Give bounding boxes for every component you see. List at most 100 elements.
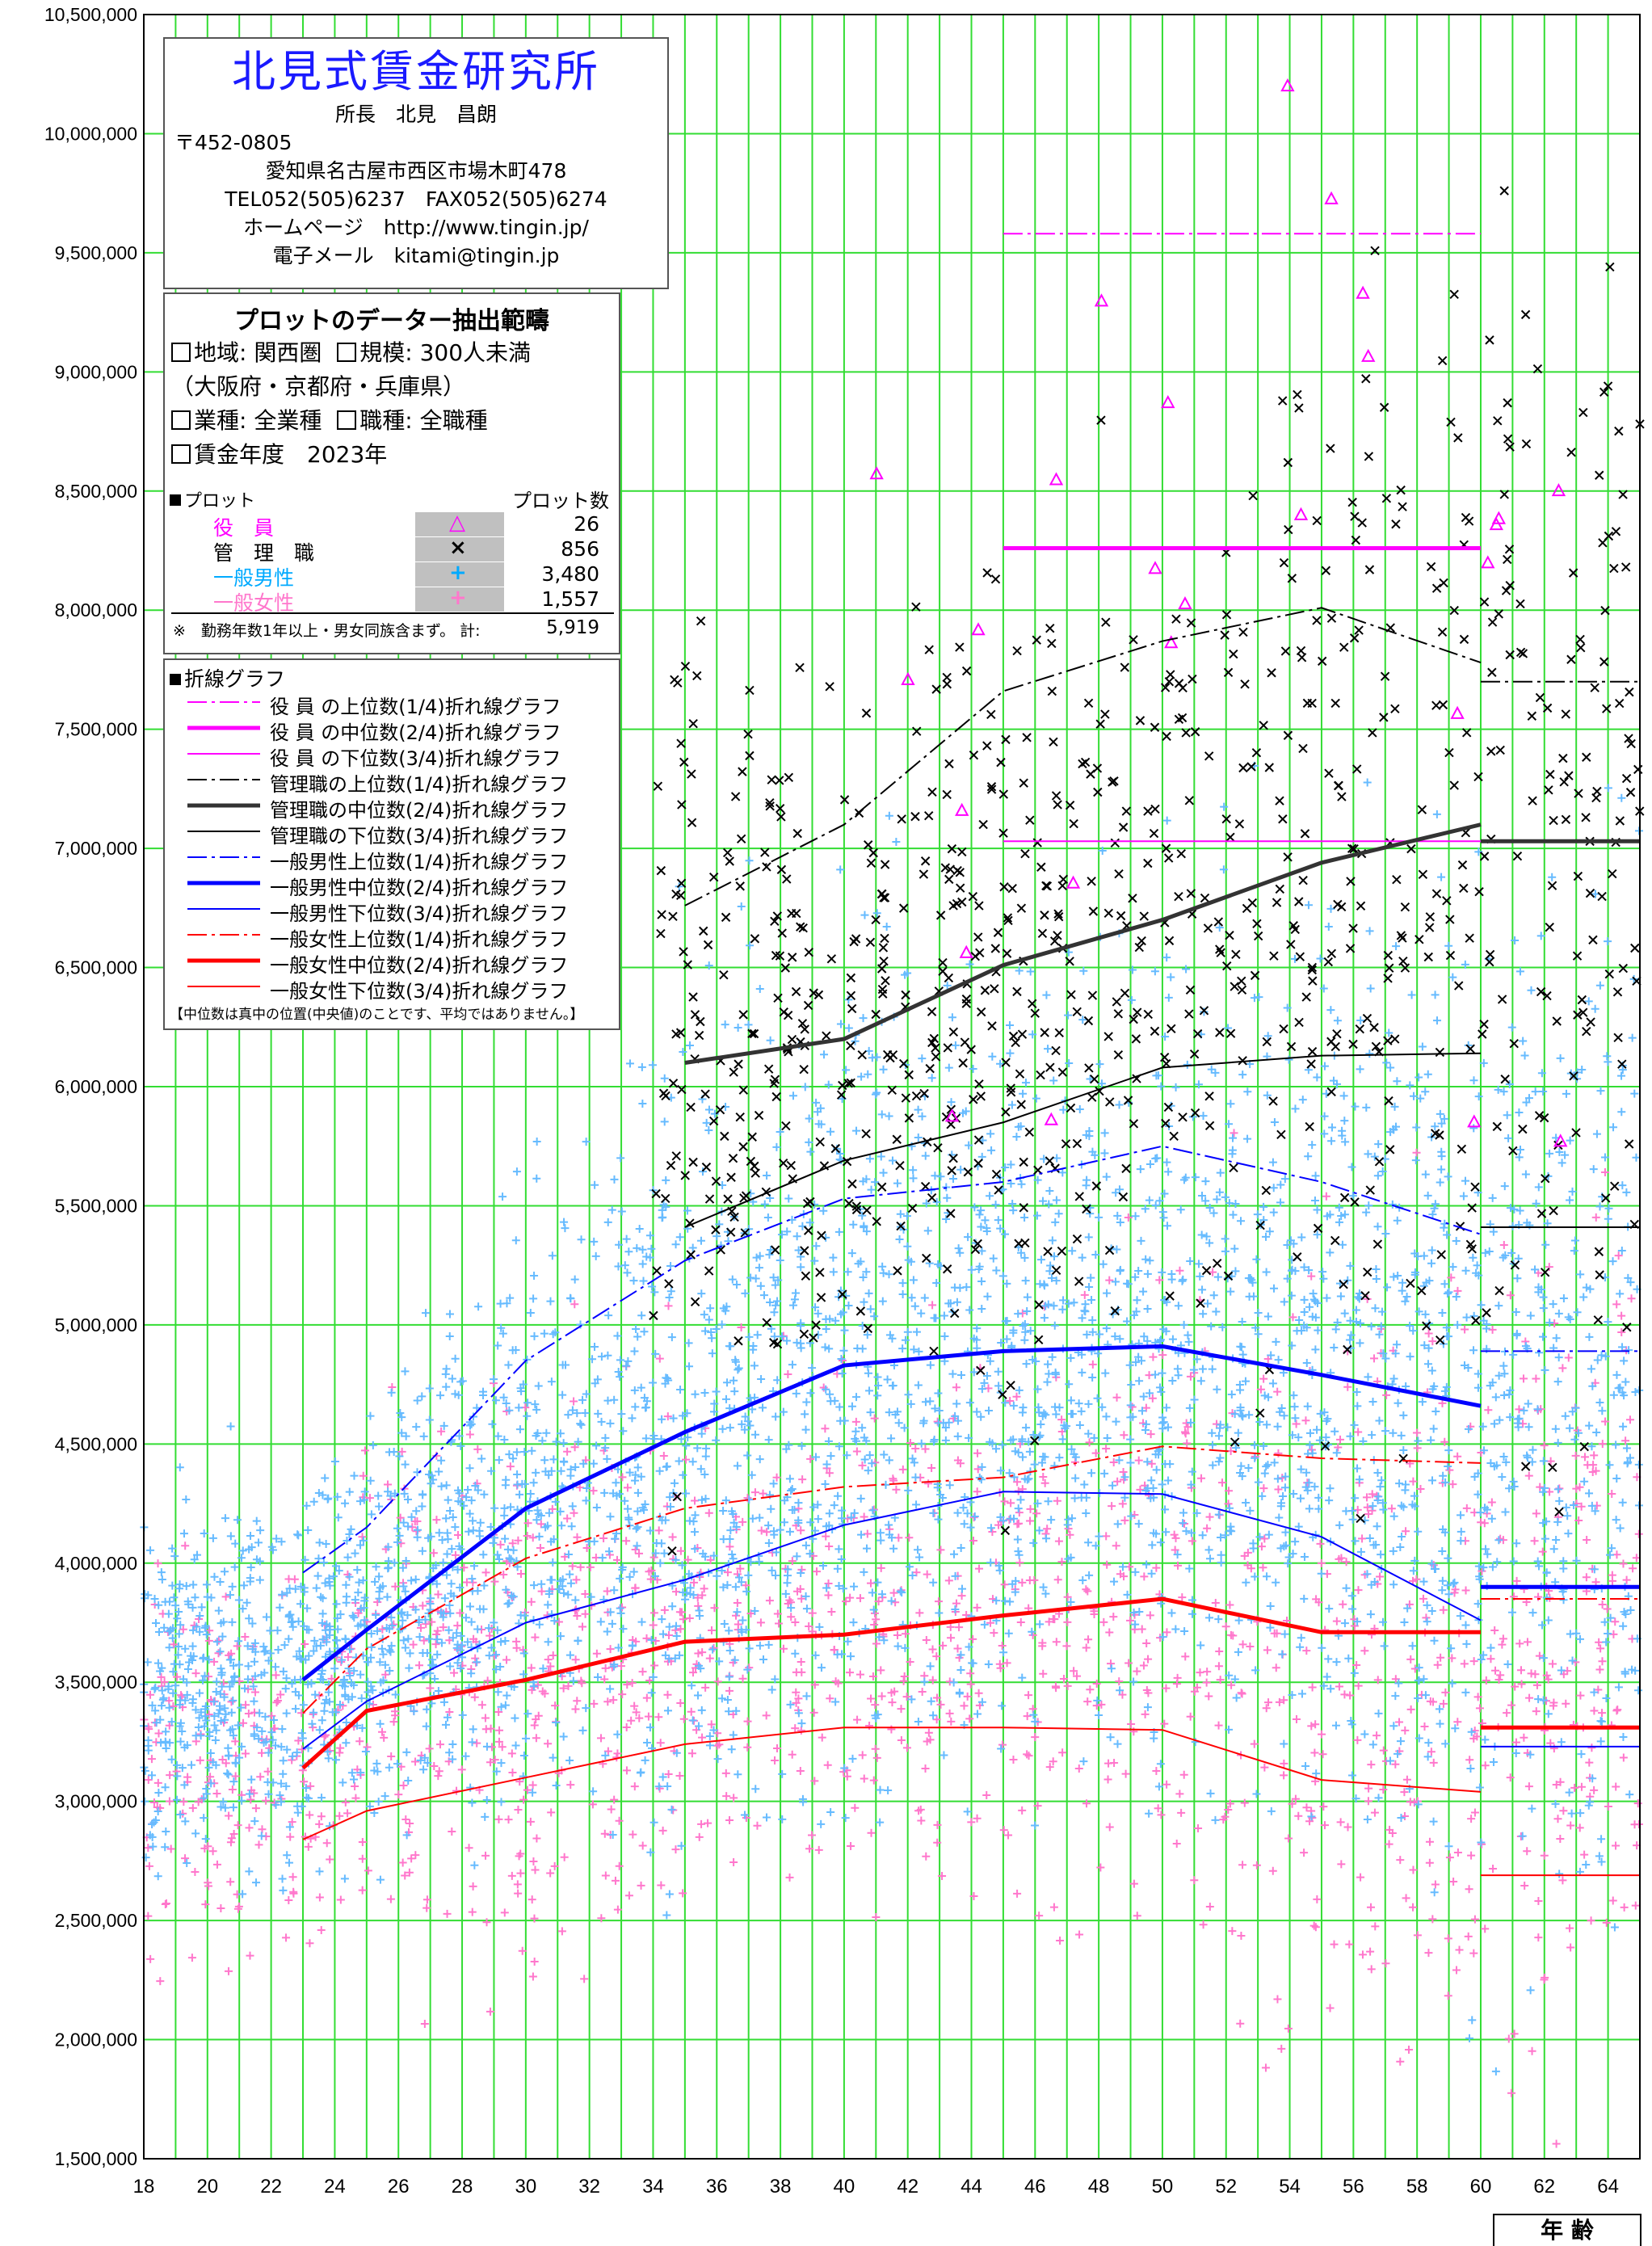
male-plot-point: [1048, 1352, 1057, 1361]
female-plot-point: [343, 1809, 352, 1818]
male-plot-point: [359, 1576, 368, 1585]
female-plot-point: [1330, 1940, 1339, 1949]
male-plot-point: [1316, 1409, 1325, 1418]
male-plot-point: [1273, 1422, 1282, 1431]
male-plot-point: [1001, 1398, 1010, 1407]
male-plot-point: [1430, 1888, 1439, 1897]
female-plot-point: [906, 1438, 914, 1447]
female-plot-point: [411, 1851, 420, 1860]
male-plot-point: [1226, 1287, 1235, 1296]
male-plot-point: [1050, 1321, 1059, 1330]
male-plot-point: [896, 1209, 905, 1218]
male-plot-point: [1419, 1675, 1428, 1684]
male-plot-point: [157, 1568, 166, 1577]
male-plot-point: [1333, 1016, 1342, 1025]
male-plot-point: [1018, 1673, 1027, 1682]
male-plot-point: [1151, 1370, 1160, 1379]
female-plot-point: [974, 1689, 983, 1697]
male-plot-point: [1441, 1478, 1450, 1487]
male-plot-point: [1098, 1403, 1107, 1411]
male-plot-point: [141, 1797, 149, 1806]
female-plot-point: [1264, 1698, 1273, 1707]
male-plot-point: [1254, 1308, 1263, 1317]
male-plot-point: [1419, 1577, 1428, 1586]
female-plot-point: [1236, 2019, 1245, 2028]
male-plot-point: [533, 1506, 542, 1515]
female-plot-point: [1447, 1273, 1456, 1282]
male-plot-point: [1264, 1530, 1273, 1539]
male-plot-point: [1101, 1369, 1110, 1377]
male-plot-point: [637, 1617, 646, 1626]
male-plot-point: [904, 1390, 913, 1399]
female-plot-point: [1186, 1712, 1195, 1721]
male-plot-point: [188, 1642, 197, 1651]
male-plot-point: [279, 1769, 288, 1778]
male-plot-point: [893, 1642, 902, 1651]
male-plot-point: [691, 1511, 700, 1520]
female-plot-point: [272, 1698, 281, 1707]
female-plot-point: [1596, 1644, 1605, 1653]
male-plot-point: [1539, 1293, 1548, 1302]
male-plot-point: [1389, 1428, 1398, 1437]
female-plot-point: [530, 1914, 539, 1923]
male-plot-point: [1131, 1567, 1140, 1576]
male-plot-point: [784, 1194, 793, 1203]
male-plot-point: [1166, 973, 1175, 982]
male-plot-point: [746, 941, 755, 950]
male-plot-point: [662, 1176, 670, 1184]
male-plot-point: [639, 1277, 648, 1285]
female-plot-point: [486, 1631, 494, 1640]
female-plot-point: [610, 1795, 619, 1804]
female-plot-point: [1307, 1272, 1316, 1281]
male-plot-point: [1513, 1274, 1522, 1283]
male-plot-point: [1142, 1560, 1151, 1569]
male-plot-point: [1198, 1531, 1207, 1540]
female-plot-point: [901, 1630, 910, 1638]
female-plot-point: [1548, 1659, 1557, 1668]
male-plot-point: [1205, 1204, 1214, 1213]
female-plot-point: [1490, 1626, 1499, 1634]
female-plot-point: [1145, 1611, 1154, 1620]
male-plot-point: [320, 1699, 329, 1708]
female-plot-point: [1428, 1915, 1437, 1924]
male-plot-point: [170, 1593, 179, 1602]
female-plot-point: [847, 1841, 855, 1850]
female-plot-point: [1353, 1735, 1362, 1744]
male-plot-point: [496, 1299, 505, 1308]
female-plot-point: [872, 1753, 881, 1762]
male-plot-point: [1391, 1349, 1400, 1358]
male-plot-point: [467, 1496, 476, 1505]
female-plot-point: [1396, 2057, 1405, 2066]
male-plot-point: [544, 1600, 553, 1609]
male-plot-point: [1578, 1066, 1587, 1075]
male-plot-point: [1619, 1422, 1628, 1431]
female-plot-point: [1230, 1129, 1238, 1138]
female-plot-point: [697, 1819, 706, 1828]
male-plot-point: [451, 1523, 460, 1532]
male-plot-point: [877, 1590, 886, 1599]
male-plot-point: [1596, 1737, 1605, 1746]
male-plot-point: [1503, 1111, 1511, 1120]
male-plot-point: [594, 1409, 603, 1418]
female-plot-point: [618, 1603, 627, 1612]
male-plot-point: [841, 1814, 850, 1823]
female-plot-point: [1171, 1546, 1179, 1554]
male-plot-point: [810, 1200, 819, 1209]
male-plot-point: [1566, 1196, 1574, 1205]
female-plot-point: [160, 1677, 169, 1686]
male-plot-point: [952, 1298, 961, 1306]
female-plot-point: [1075, 1930, 1084, 1939]
male-plot-point: [797, 1263, 805, 1272]
male-plot-point: [1464, 1424, 1473, 1433]
female-plot-point: [570, 1443, 579, 1452]
female-plot-point: [1209, 1268, 1217, 1277]
male-plot-point: [624, 1504, 633, 1513]
male-plot-point: [637, 1472, 645, 1481]
female-plot-point: [1039, 1669, 1048, 1678]
female-plot-point: [341, 1798, 350, 1806]
male-plot-point: [1508, 1222, 1517, 1230]
male-plot-point: [1389, 1512, 1398, 1520]
male-plot-point: [1215, 1188, 1224, 1197]
female-plot-point: [944, 1576, 953, 1585]
female-plot-point: [725, 1815, 734, 1824]
